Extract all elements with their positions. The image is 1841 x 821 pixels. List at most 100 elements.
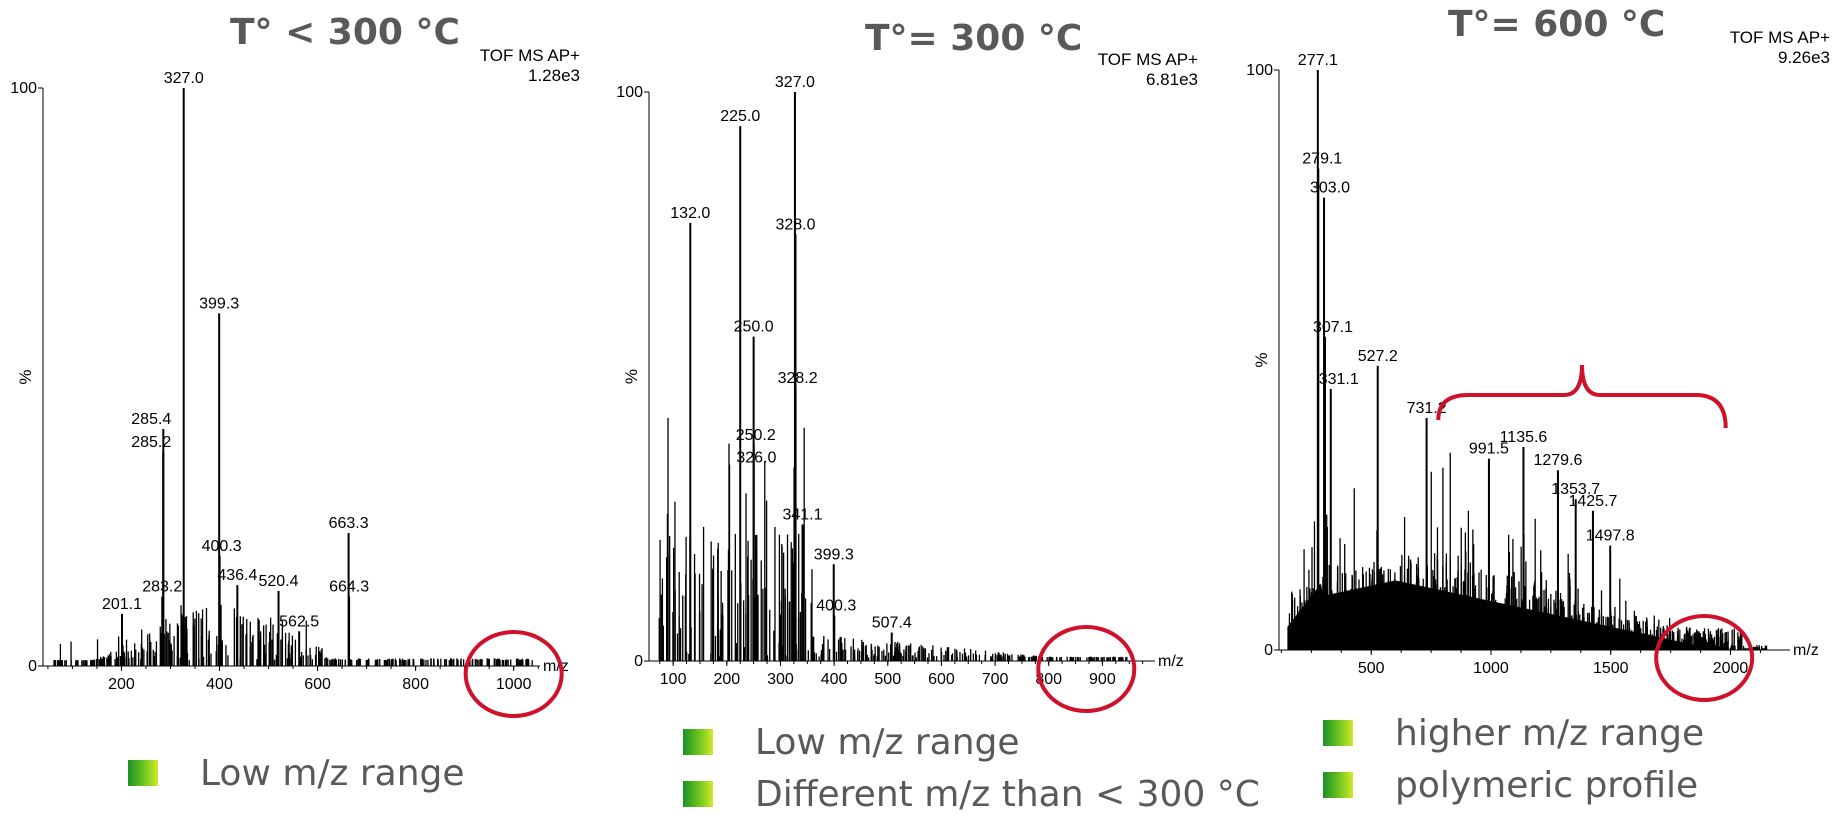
bullet-text: Different m/z than < 300 °C — [755, 774, 1260, 815]
y-axis-label: % — [16, 369, 35, 384]
peak-label: 279.1 — [1302, 151, 1342, 168]
y-tick-label: 0 — [1264, 642, 1273, 659]
x-tick-label: 2000 — [1713, 660, 1749, 677]
bullet-square-icon — [128, 760, 158, 786]
x-tick-label: 300 — [767, 671, 794, 688]
peak-label: 307.1 — [1313, 319, 1353, 336]
peak-label: 663.3 — [329, 515, 369, 532]
x-tick-label: 400 — [821, 671, 848, 688]
highlight-circle — [1036, 625, 1137, 713]
peak-label: 225.0 — [720, 108, 760, 125]
instrument-label: TOF MS AP+ 9.26e3 — [1710, 28, 1830, 68]
instrument-name: TOF MS AP+ — [479, 46, 580, 65]
peak-label: 285.2 — [131, 434, 171, 451]
x-tick-label: 100 — [660, 671, 687, 688]
y-tick-label: 100 — [10, 80, 37, 97]
max-intensity: 9.26e3 — [1778, 48, 1830, 67]
bullet-list: Low m/z range — [108, 748, 465, 800]
bullet-item: polymeric profile — [1303, 760, 1704, 812]
peak-label: 1353.7 — [1551, 481, 1600, 498]
peak-label: 328.2 — [778, 370, 818, 387]
peak-label: 399.3 — [814, 546, 854, 563]
peak-label: 326.0 — [736, 450, 776, 467]
x-tick-label: 200 — [108, 676, 135, 693]
highlight-circle — [1654, 614, 1755, 702]
bullet-square-icon — [1323, 720, 1353, 746]
peak-label: 399.3 — [199, 295, 239, 312]
peak-label: 201.1 — [102, 596, 142, 613]
x-tick-label: 900 — [1089, 671, 1116, 688]
peak-label: 303.0 — [1310, 180, 1350, 197]
bullet-text: polymeric profile — [1395, 765, 1699, 806]
bullet-text: Low m/z range — [200, 753, 465, 794]
x-tick-label: 200 — [713, 671, 740, 688]
peak-label: 285.4 — [131, 411, 171, 428]
bullet-square-icon — [683, 729, 713, 755]
dense-envelope — [1287, 580, 1721, 650]
peak-label: 132.0 — [670, 205, 710, 222]
instrument-name: TOF MS AP+ — [1097, 50, 1198, 69]
peak-label: 731.2 — [1407, 400, 1447, 417]
bullet-item: Low m/z range — [108, 748, 465, 800]
bullet-item: Low m/z range — [663, 717, 1260, 769]
y-axis-label: % — [622, 369, 641, 384]
x-tick-label: 500 — [1358, 660, 1385, 677]
max-intensity: 1.28e3 — [528, 66, 580, 85]
peak-label: 277.1 — [1298, 52, 1338, 69]
panel-title: T° < 300 °C — [230, 12, 460, 53]
highlight-circle — [463, 630, 564, 718]
peak-label: 400.3 — [202, 538, 242, 555]
x-tick-label: 500 — [874, 671, 901, 688]
y-tick-label: 100 — [616, 84, 643, 101]
y-axis-label: % — [1252, 352, 1271, 367]
peak-label: 664.3 — [329, 579, 369, 596]
peak-label: 400.3 — [816, 597, 856, 614]
peak-label: 507.4 — [872, 615, 912, 632]
x-axis-label: m/z — [1158, 653, 1184, 670]
peak-label: 1279.6 — [1533, 452, 1582, 469]
peak-label: 250.2 — [736, 427, 776, 444]
panel-title: T°= 600 °C — [1448, 4, 1666, 45]
bullet-item: Different m/z than < 300 °C — [663, 769, 1260, 821]
x-tick-label: 800 — [402, 676, 429, 693]
peak-label: 331.1 — [1319, 371, 1359, 388]
x-tick-label: 1000 — [496, 676, 532, 693]
polymer-bracket — [1436, 364, 1728, 429]
peak-label: 991.5 — [1469, 441, 1509, 458]
instrument-name: TOF MS AP+ — [1729, 28, 1830, 47]
instrument-label: TOF MS AP+ 1.28e3 — [460, 46, 580, 86]
x-tick-label: 1000 — [1473, 660, 1509, 677]
panel-title: T°= 300 °C — [865, 18, 1083, 59]
bullet-text: Low m/z range — [755, 722, 1020, 763]
bullet-square-icon — [1323, 772, 1353, 798]
x-tick-label: 600 — [928, 671, 955, 688]
max-intensity: 6.81e3 — [1146, 70, 1198, 89]
peak-label: 436.4 — [217, 567, 257, 584]
peak-label: 341.1 — [782, 506, 822, 523]
y-tick-label: 0 — [634, 653, 643, 670]
instrument-label: TOF MS AP+ 6.81e3 — [1078, 50, 1198, 90]
bullet-item: higher m/z range — [1303, 708, 1704, 760]
peak-label: 250.0 — [734, 319, 774, 336]
peak-label: 562.5 — [279, 613, 319, 630]
x-tick-label: 600 — [304, 676, 331, 693]
x-tick-label: 1500 — [1593, 660, 1629, 677]
peak-label: 327.0 — [164, 70, 204, 87]
peak-label: 1425.7 — [1568, 493, 1617, 510]
peak-label: 1497.8 — [1586, 528, 1635, 545]
x-axis-label: m/z — [1793, 642, 1819, 659]
peak-label: 327.0 — [775, 74, 815, 91]
bullet-list: Low m/z range Different m/z than < 300 °… — [663, 717, 1260, 821]
peak-label: 527.2 — [1358, 348, 1398, 365]
spectrum-noise — [658, 417, 1133, 661]
peak-label: 1135.6 — [1500, 429, 1548, 446]
bullet-square-icon — [683, 781, 713, 807]
y-tick-label: 0 — [28, 658, 37, 675]
y-tick-label: 100 — [1246, 62, 1273, 79]
x-tick-label: 400 — [206, 676, 233, 693]
peak-label: 328.0 — [775, 216, 815, 233]
peak-label: 520.4 — [259, 573, 299, 590]
